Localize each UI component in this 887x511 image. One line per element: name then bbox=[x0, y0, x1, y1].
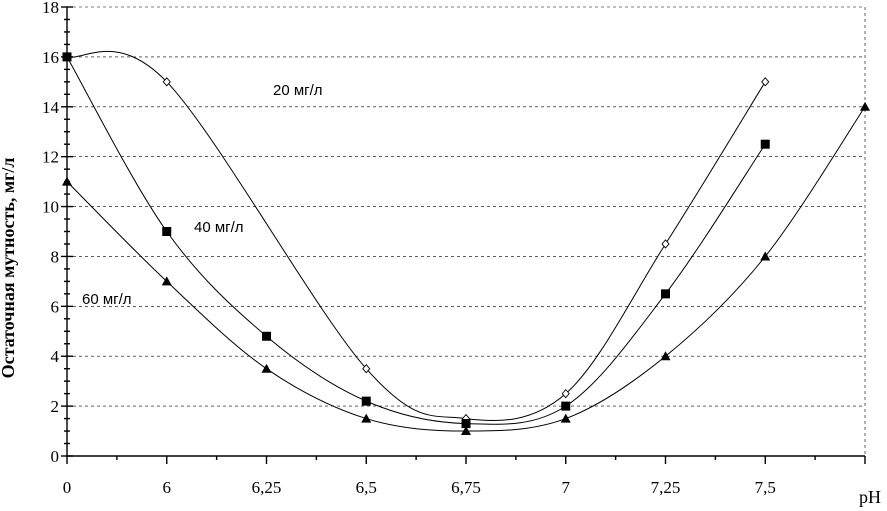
y-tick-label: 10 bbox=[42, 198, 59, 217]
point-diamond bbox=[761, 77, 770, 87]
y-tick-label: 0 bbox=[51, 447, 60, 466]
point-square bbox=[262, 331, 271, 341]
x-axis-title: pH bbox=[859, 487, 881, 507]
point-diamond bbox=[561, 388, 570, 399]
x-tick-label: 7,25 bbox=[651, 478, 681, 497]
y-tick-label: 2 bbox=[51, 397, 60, 416]
y-tick-label: 4 bbox=[51, 347, 60, 366]
x-tick-label: 6,5 bbox=[356, 478, 377, 497]
point-square bbox=[461, 419, 471, 429]
x-tick-label: 7,5 bbox=[755, 478, 776, 497]
y-tick-label: 16 bbox=[42, 48, 59, 67]
point-square bbox=[661, 289, 670, 299]
point-square bbox=[760, 139, 770, 149]
x-tick-label: 0 bbox=[63, 478, 72, 497]
point-square bbox=[361, 396, 371, 406]
series-line-2 bbox=[66, 106, 866, 432]
point-triangle bbox=[860, 101, 870, 111]
series-label-60: 60 мг/л bbox=[82, 291, 132, 308]
point-triangle bbox=[560, 413, 571, 423]
axes bbox=[61, 6, 866, 464]
y-tick-label: 14 bbox=[42, 98, 60, 117]
point-triangle bbox=[161, 276, 172, 286]
y-tick-label: 6 bbox=[51, 297, 60, 316]
x-tick-label: 6 bbox=[163, 478, 172, 497]
series-label-20: 20 мг/л bbox=[273, 82, 323, 99]
y-axis-title: Остаточная мутность, мг/л bbox=[0, 158, 18, 379]
y-tick-label: 8 bbox=[51, 247, 60, 266]
series-markers bbox=[62, 52, 870, 436]
x-tick-label: 6,25 bbox=[252, 478, 282, 497]
point-triangle bbox=[261, 363, 272, 373]
x-tick-label: 7 bbox=[562, 478, 571, 497]
point-diamond bbox=[362, 364, 371, 374]
point-square bbox=[162, 227, 172, 236]
labels: 0 2 4 6 8 10 12 14 16 18 0 6 6,25 6,5 6,75 7 7,25 7,5 bbox=[42, 0, 776, 497]
series-curves bbox=[66, 50, 866, 432]
series-line-1 bbox=[66, 56, 766, 425]
point-triangle bbox=[660, 351, 671, 361]
x-tick-label: 6,75 bbox=[451, 478, 481, 497]
gridlines bbox=[67, 6, 866, 456]
point-diamond bbox=[162, 77, 171, 87]
y-tick-label: 18 bbox=[42, 0, 59, 17]
point-triangle bbox=[461, 426, 471, 436]
point-diamond bbox=[661, 239, 670, 249]
series-label-40: 40 мг/л bbox=[194, 219, 244, 236]
point-triangle bbox=[760, 251, 771, 261]
point-triangle bbox=[361, 413, 372, 423]
point-square bbox=[561, 401, 571, 411]
y-tick-label: 12 bbox=[42, 148, 59, 167]
